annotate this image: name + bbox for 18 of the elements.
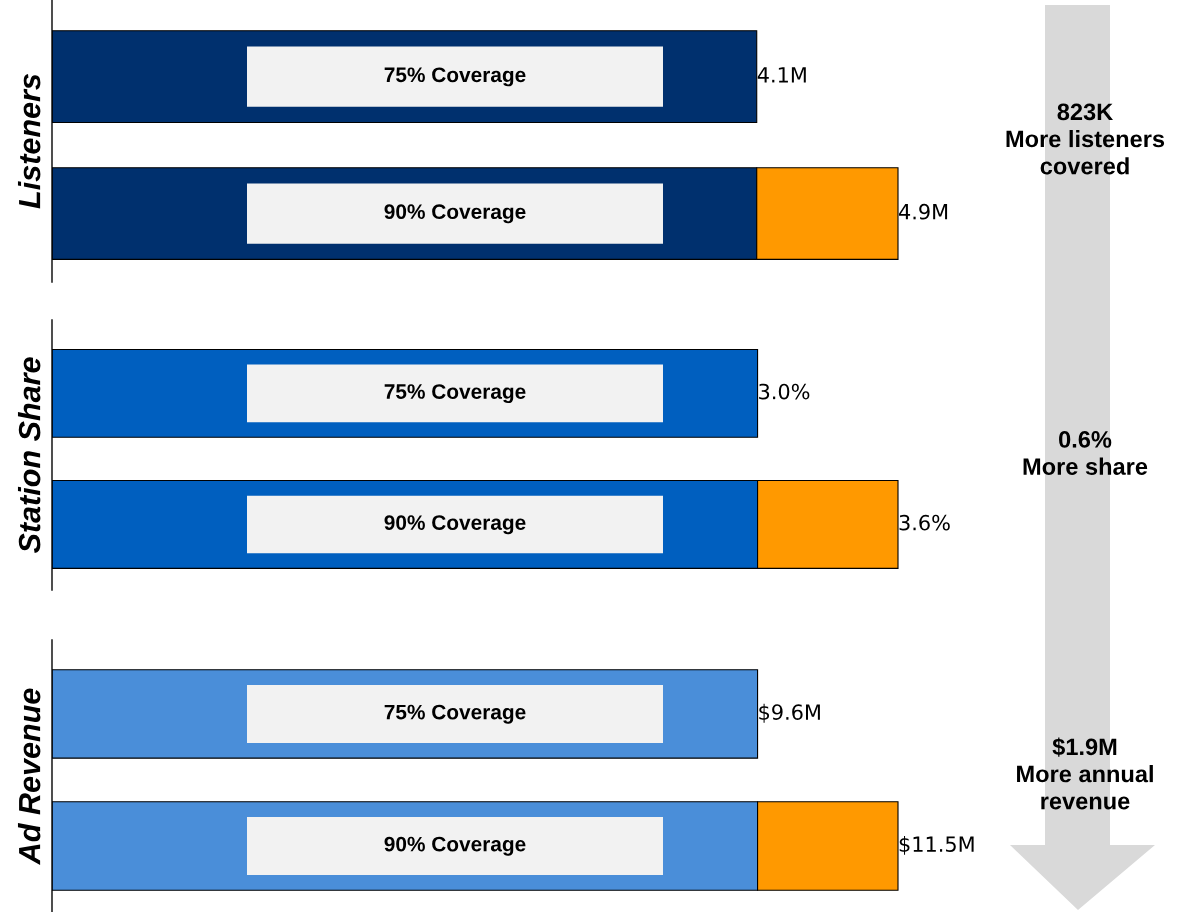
y-tick-label: 75% Coverage: [384, 384, 526, 404]
annotation: 3.0%: [759, 383, 810, 400]
text: 0.6% More share: [1023, 431, 1148, 475]
y-axis-title: Listeners: [17, 74, 41, 209]
y-tick-label: 75% Coverage: [384, 704, 526, 724]
y-tick-label: 90% Coverage: [384, 515, 526, 535]
annotation: 4.9M: [899, 203, 948, 220]
y-axis-title: Station Share: [17, 357, 41, 554]
text: 823K More listeners covered: [1006, 103, 1165, 175]
y-axis-title: Ad Revenue: [17, 688, 41, 865]
annotation: 3.6%: [899, 514, 950, 531]
annotation: $9.6M: [759, 703, 820, 723]
y-tick-label: 90% Coverage: [384, 836, 526, 856]
y-tick-label: 75% Coverage: [384, 67, 526, 87]
y-tick-label: 90% Coverage: [384, 204, 526, 224]
annotation: 4.1M: [757, 67, 806, 83]
annotation: $11.5M: [899, 835, 974, 855]
text: $1.9M More annual revenue: [1017, 737, 1153, 810]
